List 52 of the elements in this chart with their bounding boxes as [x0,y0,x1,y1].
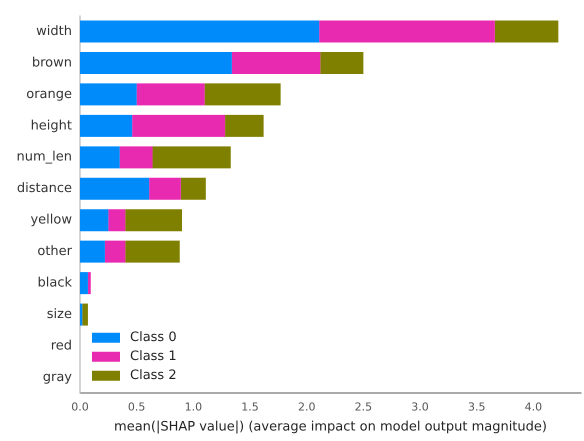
x-tick-label: 3.0 [411,400,429,414]
bar [80,20,320,43]
bar [80,272,88,294]
x-tick-label: 0.0 [71,400,89,414]
bar [88,272,91,294]
bar [204,83,281,106]
y-tick-label: brown [32,55,72,70]
x-axis-title: mean(|SHAP value|) (average impact on model output magnitude) [114,420,547,435]
bar [125,240,180,263]
legend-label: Class 1 [130,349,177,364]
y-tick-label: black [37,276,72,290]
y-tick-label: orange [26,86,72,102]
bar [225,114,264,137]
x-tick-label: 4.0 [524,400,542,414]
y-tick-label: gray [42,370,72,385]
bar [136,83,205,106]
bar [125,209,182,232]
bar [132,114,226,137]
y-tick-label: height [30,118,72,134]
bar [80,52,232,74]
x-tick-label: 2.0 [298,400,316,414]
y-tick-label: yellow [30,212,72,228]
x-tick-label: 0.5 [128,400,146,414]
y-tick-label: red [50,338,72,354]
bar [82,304,88,326]
legend-label: Class 0 [130,330,177,346]
bar [80,114,132,137]
bar [104,240,126,263]
y-tick-label: num_len [16,150,72,165]
bar [320,52,364,74]
y-tick-label: size [46,306,72,322]
bar [120,146,153,168]
bar [180,178,206,200]
y-tick-label: width [36,24,72,39]
bar [108,209,126,232]
bar [149,178,181,200]
x-tick-label: 1.5 [241,400,259,414]
x-tick-label: 2.5 [354,400,372,414]
bar [152,146,231,168]
bar [80,240,105,263]
bar [80,146,120,168]
y-tick-label: distance [16,181,72,196]
legend-label: Class 2 [130,368,177,384]
y-tick-label: other [37,244,73,260]
bar [80,83,137,106]
bar [319,20,495,43]
x-tick-label: 3.5 [468,400,486,414]
bar [232,52,320,74]
bar [494,20,558,43]
x-tick-label: 1.0 [184,400,202,414]
bar [80,178,150,200]
bar [80,209,108,232]
